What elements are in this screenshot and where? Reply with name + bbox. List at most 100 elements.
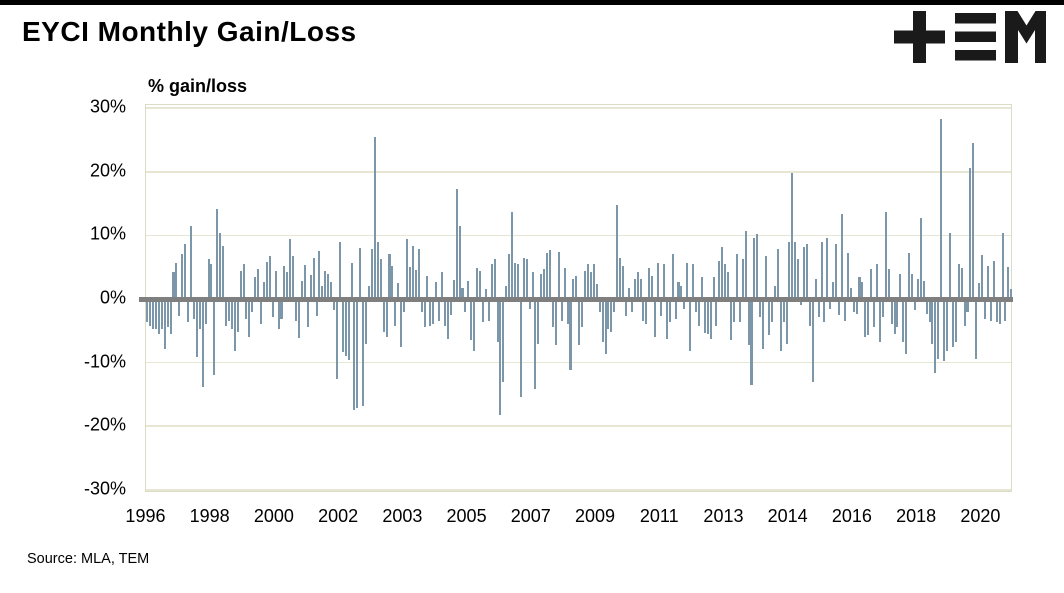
y-tick-label: 20% (89, 160, 126, 181)
bar (986, 265, 989, 299)
bar (295, 299, 298, 321)
bar (481, 299, 484, 322)
bar (382, 299, 385, 333)
bar (470, 299, 473, 341)
bar (881, 299, 884, 318)
bar (960, 267, 963, 299)
bar (292, 255, 295, 299)
bar (846, 252, 849, 299)
y-tick-label: 0% (99, 287, 126, 308)
bar (954, 299, 957, 343)
bar (916, 279, 919, 299)
bar (572, 279, 575, 299)
bar (172, 272, 175, 299)
bar (1001, 232, 1004, 299)
bar (379, 258, 382, 299)
bar (230, 299, 233, 329)
bar (946, 299, 949, 351)
bar (557, 251, 560, 299)
bar (388, 254, 391, 299)
gridline (146, 107, 1011, 109)
bar (1004, 299, 1007, 321)
bar (686, 262, 689, 299)
bar (651, 276, 654, 299)
bar (239, 271, 242, 299)
bar (692, 264, 695, 299)
bar (925, 299, 928, 314)
bar (268, 256, 271, 299)
bar (902, 299, 905, 343)
x-tick-label: 2002 (318, 506, 359, 526)
bar (549, 250, 552, 299)
bar (989, 299, 992, 321)
bar (662, 264, 665, 299)
bar (245, 299, 248, 319)
x-tick-label: 2003 (382, 506, 423, 526)
bar (432, 299, 435, 324)
bar (913, 299, 916, 311)
bar (911, 274, 914, 299)
x-tick-label: 2013 (703, 506, 744, 526)
bar (330, 282, 333, 299)
bar (878, 299, 881, 343)
bar (411, 246, 414, 299)
bar (333, 299, 336, 311)
bar (265, 262, 268, 299)
bar (738, 299, 741, 322)
bar (975, 299, 978, 359)
bar (309, 275, 312, 299)
bar (581, 299, 584, 327)
m-icon (1005, 11, 1046, 63)
bar (368, 285, 371, 299)
bar (204, 299, 207, 324)
bar (814, 279, 817, 299)
bar (242, 264, 245, 299)
bar (765, 255, 768, 299)
bar (633, 279, 636, 299)
x-tick-label: 2014 (767, 506, 808, 526)
bar (198, 299, 201, 329)
bar (648, 267, 651, 299)
bar (767, 299, 771, 336)
bar (493, 258, 496, 299)
bar (776, 249, 779, 299)
source-note: Source: MLA, TEM (27, 551, 150, 567)
bar (516, 264, 519, 299)
bar (700, 277, 703, 299)
bar (560, 299, 563, 321)
bar (236, 299, 239, 333)
y-axis-labels: 30% 20% 10% 0% -10% -20% -30% (0, 0, 130, 593)
bar (826, 237, 829, 299)
bar (630, 299, 633, 313)
bar (864, 299, 867, 338)
bar (668, 299, 671, 322)
bar (280, 299, 283, 319)
bar (502, 299, 505, 382)
bar (732, 299, 735, 322)
bar (149, 299, 152, 326)
bar (315, 299, 318, 316)
bar (957, 264, 960, 299)
bar (417, 249, 420, 299)
bar (773, 285, 776, 299)
bar (598, 299, 601, 313)
x-tick-label: 2016 (831, 506, 872, 526)
bar (852, 299, 855, 313)
bar (645, 299, 648, 324)
bar (461, 287, 464, 299)
bar (257, 269, 260, 299)
bar (905, 299, 908, 354)
bar (441, 272, 444, 299)
bar (163, 299, 166, 349)
bar (984, 299, 987, 319)
bar (426, 276, 429, 299)
plot-area (139, 104, 1013, 492)
bar (1010, 289, 1013, 299)
bar (338, 241, 341, 299)
bar (508, 254, 511, 299)
bar (157, 299, 160, 334)
y-tick-label: -20% (83, 414, 126, 435)
bar (362, 299, 365, 407)
bar (937, 299, 940, 359)
bar (458, 225, 461, 299)
